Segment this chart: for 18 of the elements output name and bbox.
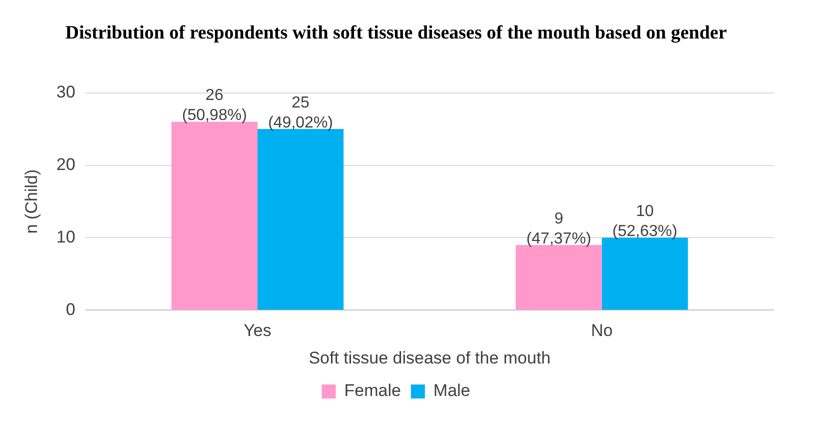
y-tick-label: 30 [56, 82, 76, 102]
y-axis-title: n (Child) [22, 169, 41, 234]
legend-label: Female [344, 381, 401, 400]
x-tick-label: Yes [244, 321, 272, 340]
chart-title: Distribution of respondents with soft tissue diseases of the mouth based on gender [65, 22, 728, 44]
bar [602, 238, 688, 310]
data-label: 25 (49,02%) [268, 94, 333, 132]
x-axis-title: Soft tissue disease of the mouth [308, 348, 551, 368]
x-tick-label: No [590, 321, 613, 340]
bar [257, 129, 344, 310]
data-label: 26 (50,98%) [182, 87, 247, 124]
data-label: 9 (47,37%) [526, 210, 592, 248]
y-tick-label: 20 [56, 154, 76, 174]
data-label: 10 (52,63%) [612, 203, 678, 240]
y-tick-label: 10 [56, 227, 76, 246]
bar [171, 122, 258, 310]
y-tick-label: 0 [66, 300, 76, 319]
legend-label: Male [433, 381, 470, 400]
